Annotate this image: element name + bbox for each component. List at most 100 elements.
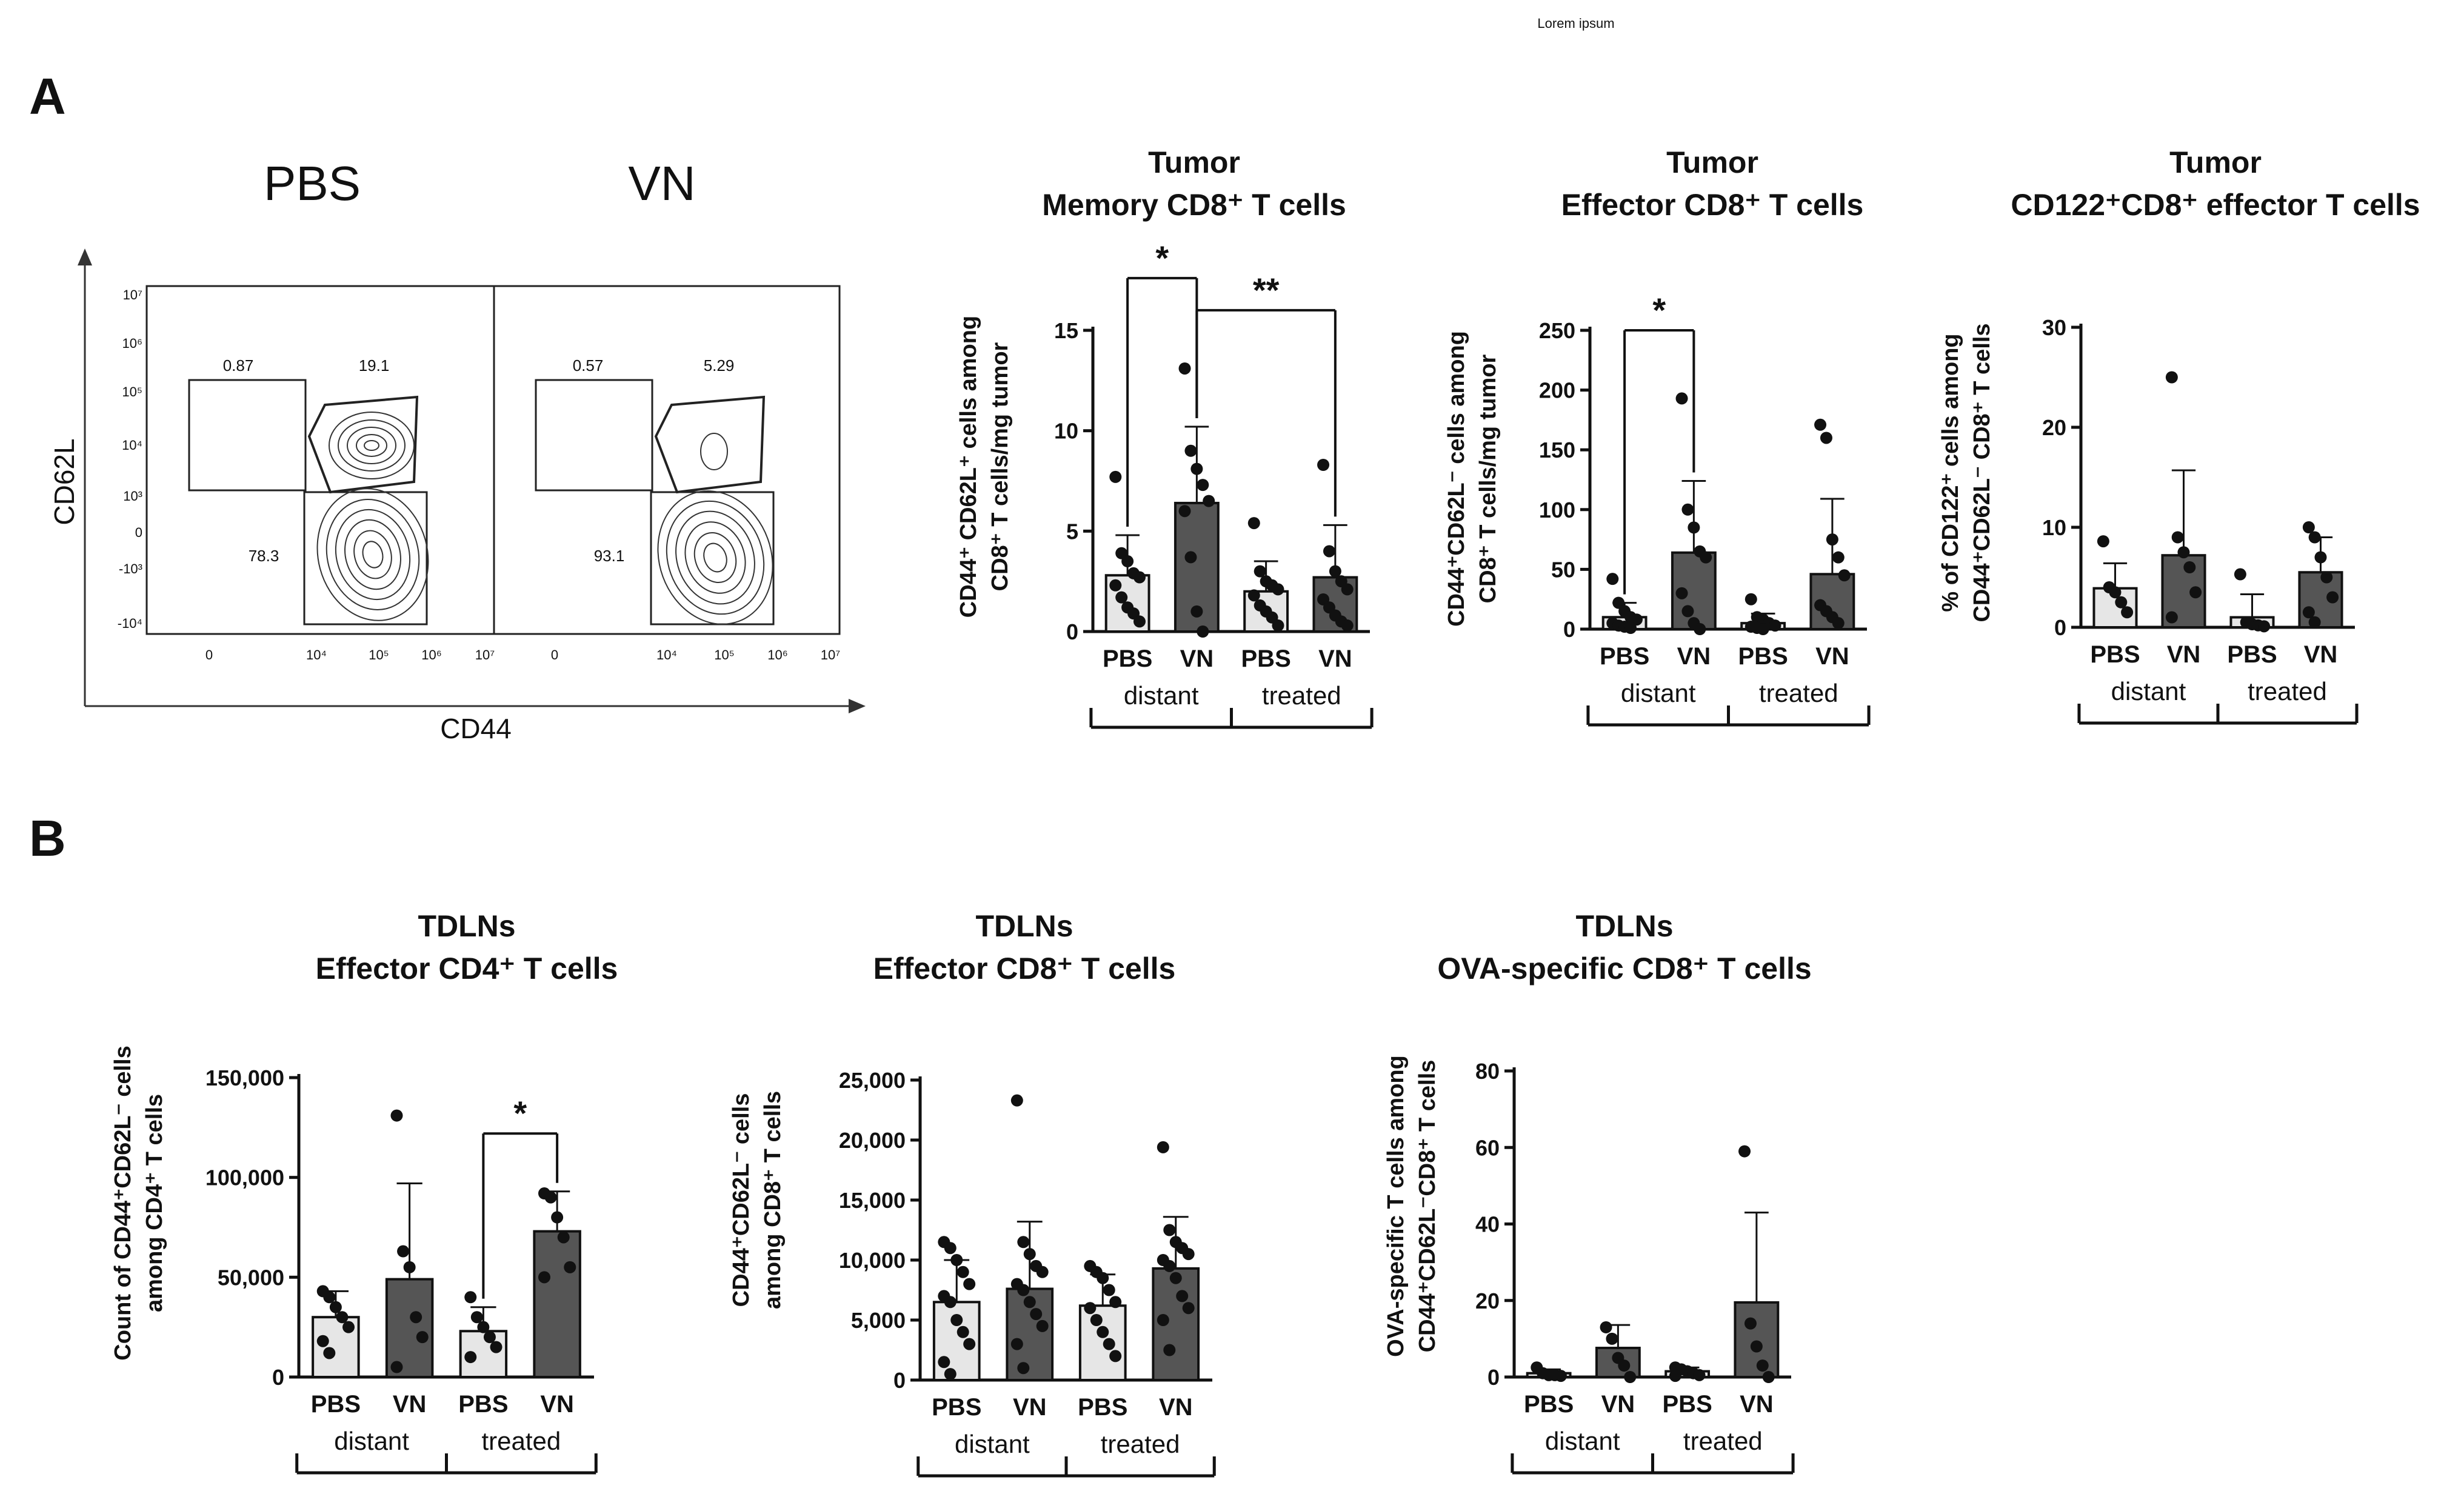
data-point xyxy=(1612,596,1625,609)
category-label: PBS xyxy=(1738,643,1788,670)
data-point xyxy=(1103,1338,1115,1350)
group-label: distant xyxy=(1545,1427,1620,1455)
group-label: distant xyxy=(1621,679,1696,707)
y-axis-label-line: CD44⁺CD62L⁻ cells among xyxy=(1444,331,1469,627)
data-point xyxy=(2258,620,2271,633)
data-point xyxy=(1606,573,1619,585)
y-axis-label-line: CD44⁺CD62L⁻ CD8⁺ T cells xyxy=(1969,323,1995,622)
y-tick-label: 15,000 xyxy=(839,1188,906,1213)
data-point xyxy=(944,1368,957,1381)
data-point xyxy=(564,1261,576,1273)
data-point xyxy=(416,1331,429,1344)
data-point xyxy=(1103,1284,1115,1296)
data-point xyxy=(2326,591,2339,604)
data-point xyxy=(1163,1224,1176,1236)
flow-y-tick: 10⁵ xyxy=(122,384,142,399)
data-point xyxy=(1756,1359,1769,1372)
category-label: VN xyxy=(2304,641,2338,668)
y-tick-label: 0 xyxy=(1487,1365,1500,1390)
data-point xyxy=(390,1361,403,1373)
data-point xyxy=(2308,531,2321,544)
y-tick-label: 0 xyxy=(893,1368,906,1393)
data-point xyxy=(1317,458,1330,471)
chart-title: TDLNs xyxy=(418,909,515,943)
data-point xyxy=(2097,535,2109,548)
category-label: PBS xyxy=(1241,645,1291,672)
data-point xyxy=(483,1331,496,1344)
data-point xyxy=(1121,555,1134,568)
data-point xyxy=(938,1356,950,1369)
data-point xyxy=(2171,531,2184,544)
data-point xyxy=(1606,1332,1618,1345)
significance-label: * xyxy=(513,1094,527,1132)
gate-memory-pbs xyxy=(307,395,419,494)
data-point xyxy=(1554,1370,1567,1382)
data-point xyxy=(464,1351,477,1364)
category-label: VN xyxy=(540,1391,574,1418)
data-point xyxy=(1133,615,1146,628)
y-axis-label: % of CD122⁺ cells among CD44⁺CD62L⁻ CD8⁺ … xyxy=(1938,323,1995,622)
data-point xyxy=(1184,551,1197,564)
data-point xyxy=(950,1314,963,1326)
data-point xyxy=(1023,1248,1036,1261)
chart-subtitle: OVA-specific CD8⁺ T cells xyxy=(1437,952,1811,985)
data-point xyxy=(1247,517,1260,530)
chart-title: TDLNs xyxy=(975,909,1073,943)
y-tick-label: 0 xyxy=(2054,615,2066,640)
significance-label: * xyxy=(1155,239,1169,277)
chart-subtitle: Effector CD8⁺ T cells xyxy=(1561,188,1864,222)
data-point xyxy=(1624,1371,1637,1383)
data-point xyxy=(1030,1308,1043,1321)
y-tick-label: 200 xyxy=(1539,378,1575,403)
flow-x-tick: 10⁴ xyxy=(306,647,327,662)
data-point xyxy=(2165,611,2178,624)
data-point xyxy=(944,1242,957,1255)
bar xyxy=(385,1278,434,1379)
data-point xyxy=(1023,1296,1036,1309)
data-point xyxy=(329,1301,342,1313)
flow-cytometry-panel: PBS VN CD44 CD62L xyxy=(48,156,866,744)
y-tick-label: 250 xyxy=(1539,318,1575,343)
data-point xyxy=(1036,1266,1049,1278)
data-point xyxy=(1832,617,1845,630)
bar xyxy=(1734,1301,1780,1378)
category-label: VN xyxy=(393,1391,427,1418)
data-point xyxy=(1157,1314,1169,1326)
flow-y-tick: 10³ xyxy=(123,489,142,504)
y-axis-label-line: among CD8⁺ T cells xyxy=(760,1091,786,1309)
y-tick-label: 20 xyxy=(2042,415,2066,440)
group-label: treated xyxy=(1262,681,1341,710)
y-axis-label-line: Count of CD44⁺CD62L⁻ cells xyxy=(110,1045,136,1360)
flow-x-axis-label: CD44 xyxy=(440,713,512,744)
significance-label: * xyxy=(1652,291,1666,329)
data-point xyxy=(1762,1371,1775,1383)
data-point xyxy=(2302,606,2315,619)
data-point xyxy=(1814,418,1827,431)
data-point xyxy=(1675,392,1688,405)
data-point xyxy=(1630,613,1643,626)
y-axis-label-line: OVA-specific T cells among xyxy=(1383,1055,1409,1357)
data-point xyxy=(538,1271,550,1284)
gate-memory-vn xyxy=(654,395,766,494)
data-point xyxy=(1109,470,1122,483)
data-point xyxy=(1157,1141,1169,1153)
data-point xyxy=(2183,561,2196,573)
data-point xyxy=(1820,432,1832,444)
data-point xyxy=(342,1321,355,1333)
group-label: distant xyxy=(955,1430,1030,1458)
data-point xyxy=(1182,1248,1195,1261)
gate-value-pbs-ul: 0.87 xyxy=(223,356,254,375)
flow-x-ticks-vn: 0 10⁴ 10⁵ 10⁶ 10⁷ xyxy=(551,647,840,662)
category-label: PBS xyxy=(932,1394,981,1421)
panel-label-b: B xyxy=(29,810,66,867)
chart-title: Tumor xyxy=(1148,145,1240,179)
data-point xyxy=(2121,606,2134,619)
bar xyxy=(1006,1287,1054,1382)
category-label: VN xyxy=(1013,1394,1047,1421)
y-tick-label: 20 xyxy=(1475,1289,1500,1313)
data-point xyxy=(1694,623,1706,635)
y-axis-label: OVA-specific T cells among CD44⁺CD62L⁻CD8… xyxy=(1383,1055,1440,1357)
data-point xyxy=(1675,587,1688,599)
y-axis-label: Count of CD44⁺CD62L⁻ cells among CD4⁺ T c… xyxy=(110,1045,167,1360)
data-point xyxy=(1700,551,1712,564)
